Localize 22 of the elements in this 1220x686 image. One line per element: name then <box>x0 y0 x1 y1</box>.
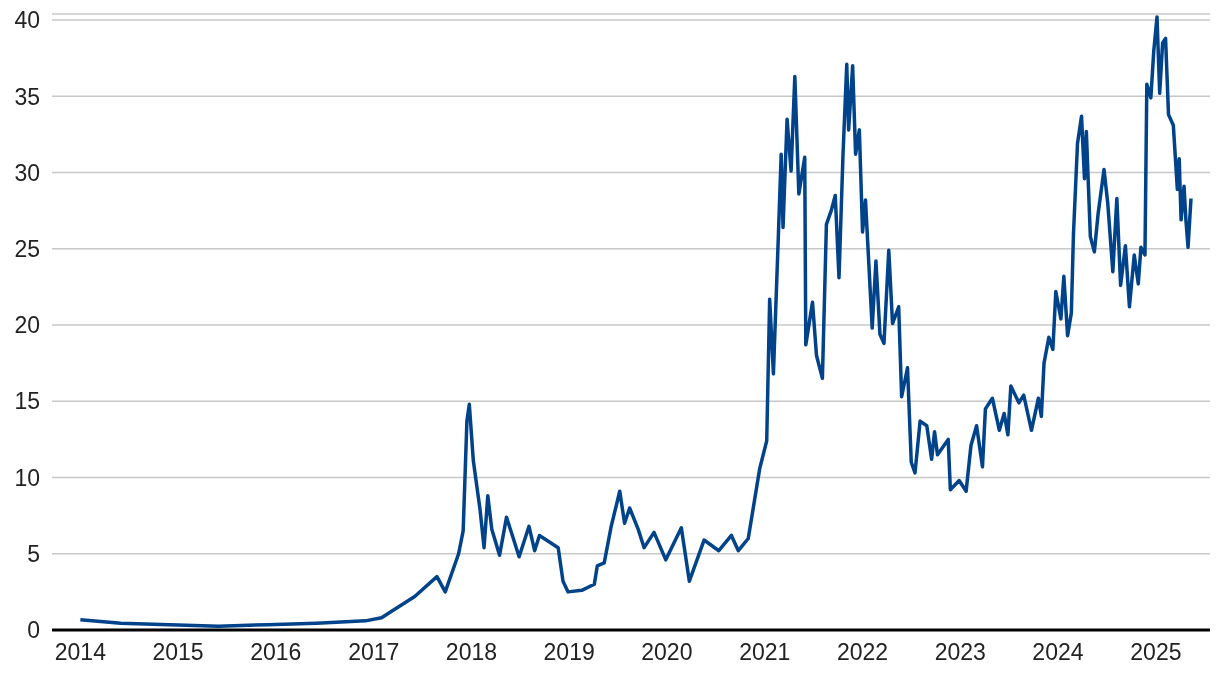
y-tick-label: 40 <box>14 7 40 34</box>
x-tick-label: 2014 <box>54 639 107 666</box>
x-tick-label: 2019 <box>543 639 595 666</box>
x-tick-label: 2015 <box>152 639 204 666</box>
x-tick-label: 2018 <box>445 639 498 666</box>
y-tick-label: 5 <box>27 540 40 567</box>
x-tick-label: 2017 <box>348 639 400 666</box>
line-series <box>78 15 1193 628</box>
x-tick-label: 2025 <box>1130 639 1182 666</box>
x-tick-label: 2021 <box>739 639 791 666</box>
y-tick-label: 0 <box>27 617 40 644</box>
x-tick-label: 2023 <box>934 639 986 666</box>
y-tick-label: 30 <box>14 159 40 186</box>
x-tick-label: 2020 <box>641 639 693 666</box>
x-tick-label: 2024 <box>1032 639 1084 666</box>
y-tick-label: 10 <box>14 464 40 491</box>
x-tick-label: 2022 <box>836 639 889 666</box>
x-tick-label: 2016 <box>250 639 302 666</box>
y-tick-label: 15 <box>14 388 40 415</box>
y-tick-label: 20 <box>14 312 40 339</box>
y-tick-label: 25 <box>14 235 40 262</box>
y-tick-label: 35 <box>14 83 40 110</box>
